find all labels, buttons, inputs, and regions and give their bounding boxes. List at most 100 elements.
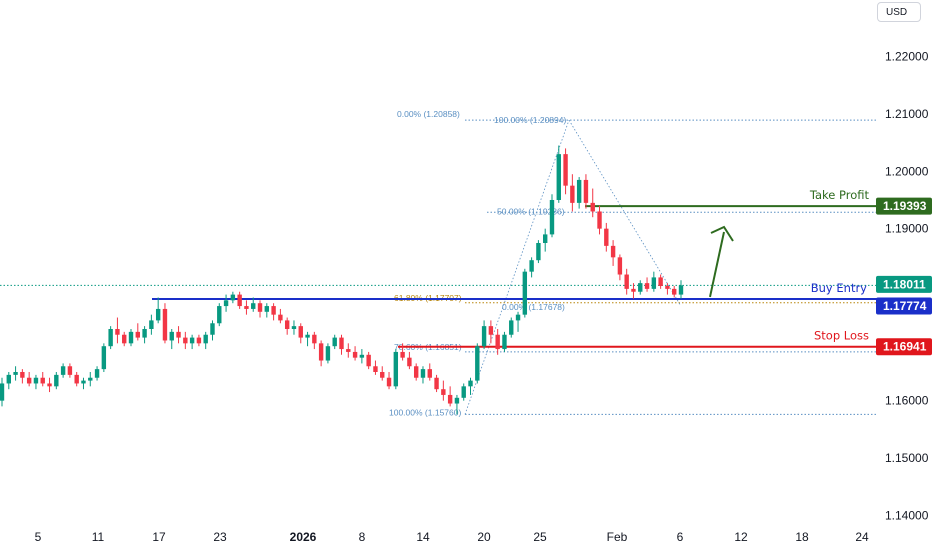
candle-body [264, 306, 270, 312]
candle-body [115, 328, 120, 335]
candle-body [597, 211, 602, 229]
candle-body [651, 277, 657, 289]
date-tick-label: 24 [855, 530, 869, 544]
candle-body [196, 337, 202, 344]
price-badges: 1.19393 1.18011 1.17774 1.16941 [876, 197, 932, 356]
stop-loss-badge-text: 1.16941 [883, 340, 927, 354]
candle-body [88, 377, 93, 381]
date-tick-label: 2026 [290, 530, 317, 544]
candle-body [441, 389, 446, 395]
candle-body [461, 386, 466, 398]
candle-body [142, 328, 147, 338]
price-tick-label: 1.15000 [885, 451, 929, 465]
fib-label-50: 50.00% (1.19286) [497, 207, 565, 217]
candle-body [40, 377, 45, 384]
candle-body [536, 242, 541, 261]
candle-body [6, 374, 11, 384]
candle-body [413, 366, 419, 378]
candle-body [176, 331, 181, 338]
candle-body [475, 346, 480, 381]
currency-selector[interactable]: USD [877, 2, 921, 22]
candle-body [291, 326, 297, 329]
price-tick-label: 1.20000 [885, 164, 929, 178]
candle-body [257, 303, 263, 312]
candle-body [135, 331, 140, 338]
date-tick-label: Feb [607, 530, 628, 544]
bullish-arrow-icon [709, 225, 734, 298]
candle-body [427, 369, 432, 378]
fib-label-bottom: 100.00% (1.15760) [389, 408, 461, 418]
candle-body [529, 260, 534, 272]
candle-body [312, 334, 317, 344]
current-price-badge-text: 1.18011 [883, 277, 926, 291]
trade-levels: Take Profit Buy Entry Stop Loss [152, 188, 878, 348]
candle-body [203, 334, 208, 344]
candle-body [570, 185, 575, 203]
candle-body [386, 377, 392, 387]
candle-body [481, 326, 487, 347]
candle-body [352, 351, 358, 358]
candle-body [60, 366, 66, 375]
fib-retracement: 0.00% (1.20858) 100.00% (1.20894) 50.00% (… [0, 109, 878, 418]
candle-body [509, 320, 514, 335]
candle-body [230, 294, 236, 301]
candle-body [122, 334, 127, 344]
candle-body [502, 334, 507, 350]
candle-body [366, 354, 371, 367]
candle-body [522, 271, 528, 315]
candle-body [210, 323, 215, 335]
candle-body [318, 343, 324, 361]
fib-label-top-right: 100.00% (1.20894) [494, 115, 566, 125]
buy-entry-label: Buy Entry [811, 281, 867, 295]
price-tick-label: 1.19000 [885, 222, 929, 236]
date-tick-label: 25 [533, 530, 547, 544]
candle-body [393, 351, 399, 387]
date-tick-label: 18 [795, 530, 809, 544]
candle-body [339, 337, 344, 350]
take-profit-label: Take Profit [809, 188, 870, 202]
candle-body [468, 380, 473, 387]
candle-body [359, 354, 365, 358]
candle-body [678, 285, 684, 295]
date-tick-label: 5 [35, 530, 42, 544]
candle-body [74, 374, 79, 384]
candle-body [400, 351, 405, 358]
candle-body [13, 371, 18, 375]
candle-body [515, 314, 521, 321]
take-profit-badge-text: 1.19393 [883, 199, 927, 213]
candle-body [644, 283, 650, 289]
candle-body [543, 234, 548, 243]
stop-loss-badge [876, 338, 932, 356]
candle-body [33, 377, 39, 384]
candle-body [26, 377, 32, 384]
price-tick-label: 1.21000 [885, 107, 929, 121]
candle-body [223, 300, 229, 307]
candle-body [244, 306, 249, 309]
price-axis[interactable]: 1.22000 1.21000 1.20000 1.19000 1.16000 1.150… [885, 50, 929, 523]
date-tick-label: 14 [416, 530, 430, 544]
arrow-head [710, 225, 734, 242]
date-tick-label: 12 [734, 530, 748, 544]
candle-body [189, 337, 195, 344]
arrow-shaft [709, 231, 725, 298]
candle-body [305, 334, 310, 338]
candle-body [271, 306, 276, 315]
date-tick-label: 17 [152, 530, 166, 544]
candle-body [237, 294, 242, 307]
candle-body [549, 199, 555, 235]
candle-body [434, 377, 439, 390]
candle-body [251, 303, 256, 309]
candle-body [495, 334, 500, 350]
date-tick-label: 11 [92, 530, 105, 544]
candle-body [94, 369, 100, 378]
price-tick-label: 1.16000 [885, 394, 929, 408]
candle-body [576, 179, 582, 203]
fib-trend-down [568, 119, 681, 305]
candlestick-series [0, 145, 684, 415]
date-axis[interactable]: 5 11 17 23 2026 8 14 20 25 Feb 6 12 18 24 [35, 530, 869, 544]
candle-body [101, 346, 107, 370]
candle-body [278, 314, 283, 321]
candle-body [380, 371, 385, 378]
candle-body [67, 366, 73, 375]
